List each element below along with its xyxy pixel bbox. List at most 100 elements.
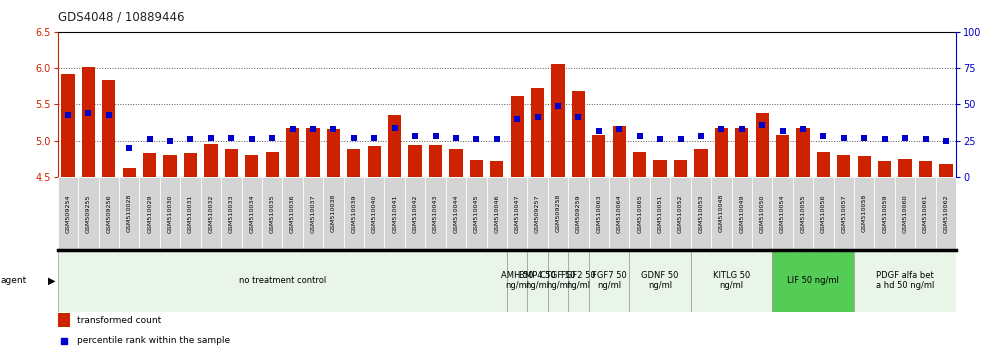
Text: KITLG 50
ng/ml: KITLG 50 ng/ml <box>713 271 750 290</box>
Bar <box>653 160 666 177</box>
Bar <box>838 155 851 177</box>
Bar <box>939 164 952 177</box>
Bar <box>511 96 524 177</box>
Point <box>304 240 320 245</box>
Bar <box>344 177 365 250</box>
Bar <box>365 177 384 250</box>
Text: GSM509254: GSM509254 <box>66 194 71 233</box>
Bar <box>752 177 773 250</box>
Bar <box>507 177 528 250</box>
Point <box>305 126 321 132</box>
Text: ▶: ▶ <box>48 275 56 286</box>
Bar <box>650 177 670 250</box>
Bar <box>854 177 874 250</box>
Point <box>182 136 198 142</box>
Point <box>672 136 688 142</box>
Text: GSM509256: GSM509256 <box>107 194 112 233</box>
Text: BMP4 50
ng/ml: BMP4 50 ng/ml <box>519 271 556 290</box>
Bar <box>425 177 446 250</box>
Text: percentile rank within the sample: percentile rank within the sample <box>77 336 230 345</box>
Point <box>530 115 546 120</box>
Bar <box>731 177 752 250</box>
Bar <box>82 67 95 177</box>
Point <box>81 110 97 116</box>
Bar <box>323 177 344 250</box>
Bar <box>490 161 503 177</box>
Point <box>244 136 260 142</box>
Text: GSM510061: GSM510061 <box>923 194 928 233</box>
Text: GSM510051: GSM510051 <box>657 194 662 233</box>
Bar <box>266 152 279 177</box>
Point <box>816 133 832 139</box>
Bar <box>691 250 773 312</box>
Text: GSM510033: GSM510033 <box>229 194 234 233</box>
Bar <box>58 177 78 250</box>
Bar <box>507 250 528 312</box>
Text: GSM510058: GSM510058 <box>862 194 867 233</box>
Bar <box>552 64 565 177</box>
Point <box>693 133 709 139</box>
Text: GSM510065: GSM510065 <box>637 194 642 233</box>
Bar <box>858 156 871 177</box>
Bar <box>184 153 197 177</box>
Point <box>652 136 668 142</box>
Bar <box>180 177 200 250</box>
Text: GSM509255: GSM509255 <box>86 194 91 233</box>
Bar <box>528 177 548 250</box>
Text: agent: agent <box>1 276 27 285</box>
Text: GSM510045: GSM510045 <box>474 194 479 233</box>
Bar <box>915 177 936 250</box>
Point <box>223 135 239 141</box>
Text: GSM510050: GSM510050 <box>760 194 765 233</box>
Bar <box>242 177 262 250</box>
Point <box>550 103 566 109</box>
Bar <box>446 177 466 250</box>
Bar <box>470 160 483 177</box>
Bar <box>58 250 507 312</box>
Bar <box>327 129 340 177</box>
Bar <box>384 177 404 250</box>
Text: LIF 50 ng/ml: LIF 50 ng/ml <box>787 276 840 285</box>
Text: AMH 50
ng/ml: AMH 50 ng/ml <box>501 271 534 290</box>
Point <box>326 126 342 132</box>
Bar <box>486 177 507 250</box>
Text: GSM510053: GSM510053 <box>698 194 703 233</box>
Bar <box>813 177 834 250</box>
Bar <box>773 250 854 312</box>
Bar <box>531 88 544 177</box>
Text: GSM510040: GSM510040 <box>372 194 376 233</box>
Bar <box>404 177 425 250</box>
Bar <box>286 128 299 177</box>
Bar <box>735 128 748 177</box>
Text: GSM509259: GSM509259 <box>576 194 581 233</box>
Point <box>836 135 852 141</box>
Bar <box>936 177 956 250</box>
Text: GSM510054: GSM510054 <box>780 194 785 233</box>
Point <box>795 126 811 132</box>
Text: GSM510056: GSM510056 <box>821 194 826 233</box>
Point <box>775 128 791 133</box>
Text: GSM510030: GSM510030 <box>167 194 172 233</box>
Point <box>917 136 933 142</box>
Point <box>264 135 280 141</box>
Bar <box>776 135 789 177</box>
Bar <box>548 250 568 312</box>
Point <box>713 126 729 132</box>
Point <box>876 136 892 142</box>
Bar <box>711 177 731 250</box>
Text: GSM510039: GSM510039 <box>352 194 357 233</box>
Point <box>857 135 872 141</box>
Text: GDS4048 / 10889446: GDS4048 / 10889446 <box>58 10 184 23</box>
Bar <box>62 74 75 177</box>
Text: GSM510042: GSM510042 <box>412 194 417 233</box>
Text: GSM510036: GSM510036 <box>290 194 295 233</box>
Bar <box>123 168 135 177</box>
Bar <box>429 145 442 177</box>
Bar <box>670 177 691 250</box>
Bar <box>756 113 769 177</box>
Text: GSM510052: GSM510052 <box>678 194 683 233</box>
Point <box>468 136 484 142</box>
Point <box>754 122 770 127</box>
Bar <box>691 177 711 250</box>
Point <box>509 116 525 122</box>
